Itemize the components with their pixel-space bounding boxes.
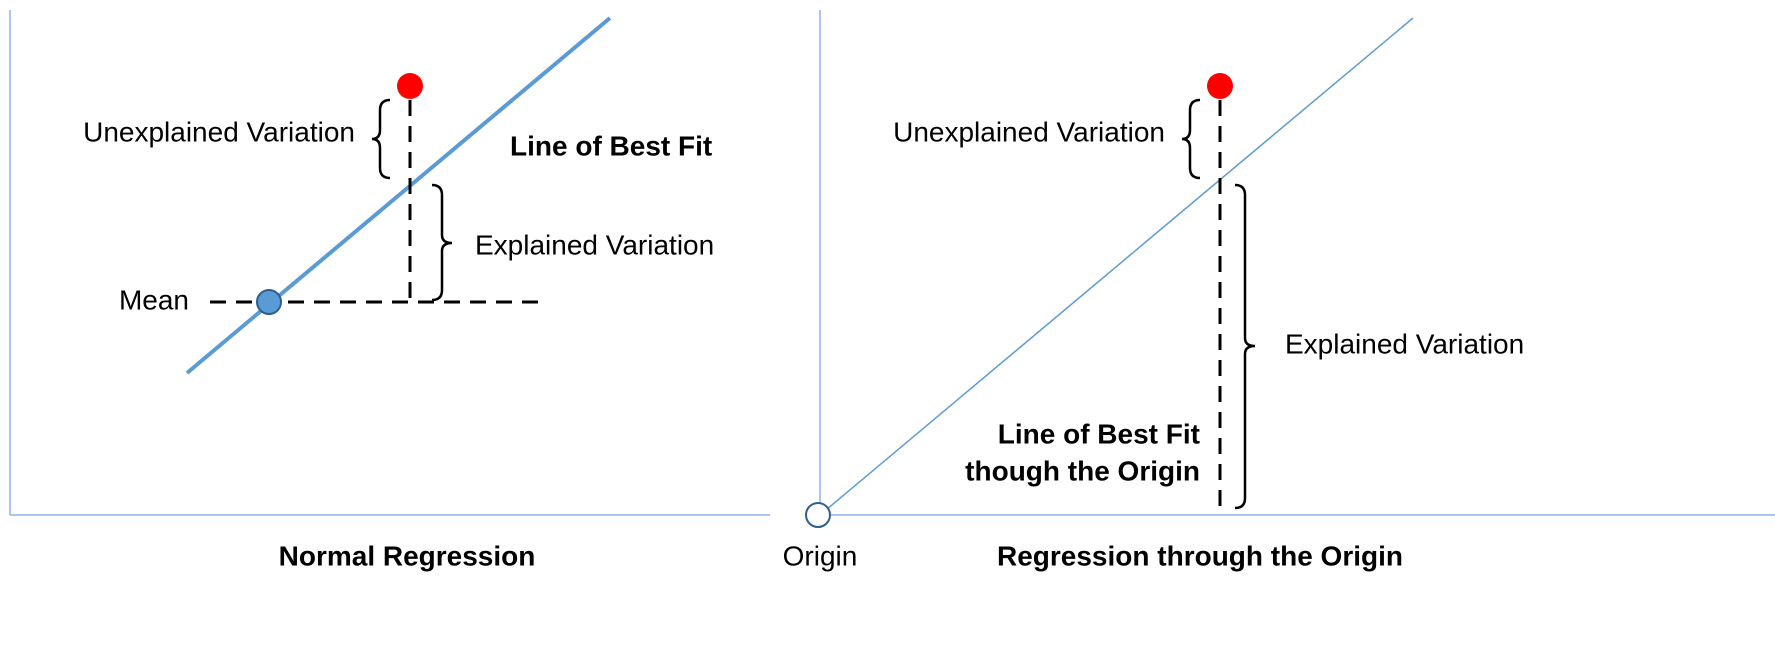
label: Line of Best Fit: [998, 418, 1200, 449]
brace: [1234, 183, 1256, 510]
data-point: [397, 73, 423, 99]
label: Explained Variation: [1285, 328, 1524, 359]
label: though the Origin: [965, 455, 1200, 486]
mean-point: [256, 289, 282, 315]
label: Explained Variation: [475, 229, 714, 260]
label: Mean: [119, 284, 189, 315]
label: Origin: [783, 540, 858, 571]
brace: [371, 98, 391, 180]
caption: Normal Regression: [279, 540, 536, 571]
label: Unexplained Variation: [893, 116, 1165, 147]
origin-point: [805, 502, 831, 528]
data-point: [1207, 73, 1233, 99]
caption: Regression through the Origin: [997, 540, 1403, 571]
fit-line: [819, 17, 1414, 516]
label: Line of Best Fit: [510, 130, 712, 161]
brace: [1181, 98, 1201, 180]
fit-line: [185, 16, 612, 375]
label: Unexplained Variation: [83, 116, 355, 147]
brace: [431, 183, 453, 302]
